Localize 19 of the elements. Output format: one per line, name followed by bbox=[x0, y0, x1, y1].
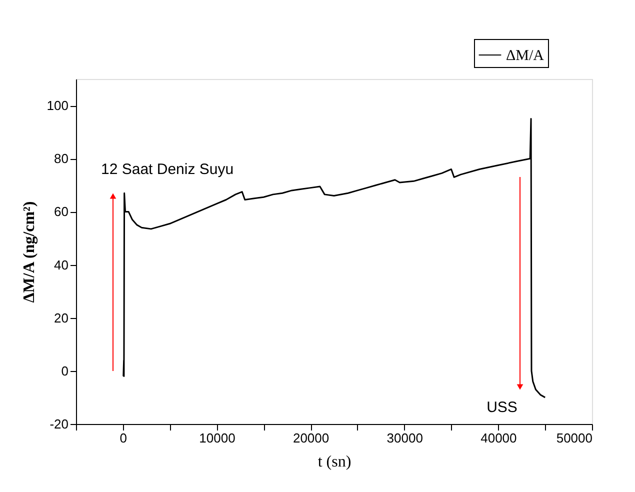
x-tick-label: 40000 bbox=[480, 430, 517, 446]
y-tick-label: 60 bbox=[54, 204, 68, 220]
x-tick-label: 0 bbox=[120, 430, 128, 446]
x-tick-label: 20000 bbox=[292, 430, 330, 446]
line-series bbox=[122, 118, 546, 398]
x-tick-label: 10000 bbox=[199, 430, 236, 446]
y-tick-label: 40 bbox=[54, 257, 68, 272]
y-tick-label: 100 bbox=[46, 98, 68, 114]
annotation: USS bbox=[486, 399, 518, 416]
x-tick-label: 50000 bbox=[556, 430, 592, 446]
y-tick-label: -20 bbox=[50, 416, 68, 432]
annotation: 12 Saat Deniz Suyu bbox=[101, 161, 234, 178]
y-tick-label: 80 bbox=[54, 151, 68, 166]
y-axis-title: ΔM/A (ng/cm²) bbox=[20, 201, 38, 303]
y-tick-label: 20 bbox=[54, 310, 68, 326]
x-tick-label: 30000 bbox=[386, 430, 423, 446]
y-tick-label: 0 bbox=[61, 363, 68, 378]
x-axis-title: t (sn) bbox=[318, 454, 352, 470]
legend-label: ΔM/A bbox=[506, 48, 544, 64]
